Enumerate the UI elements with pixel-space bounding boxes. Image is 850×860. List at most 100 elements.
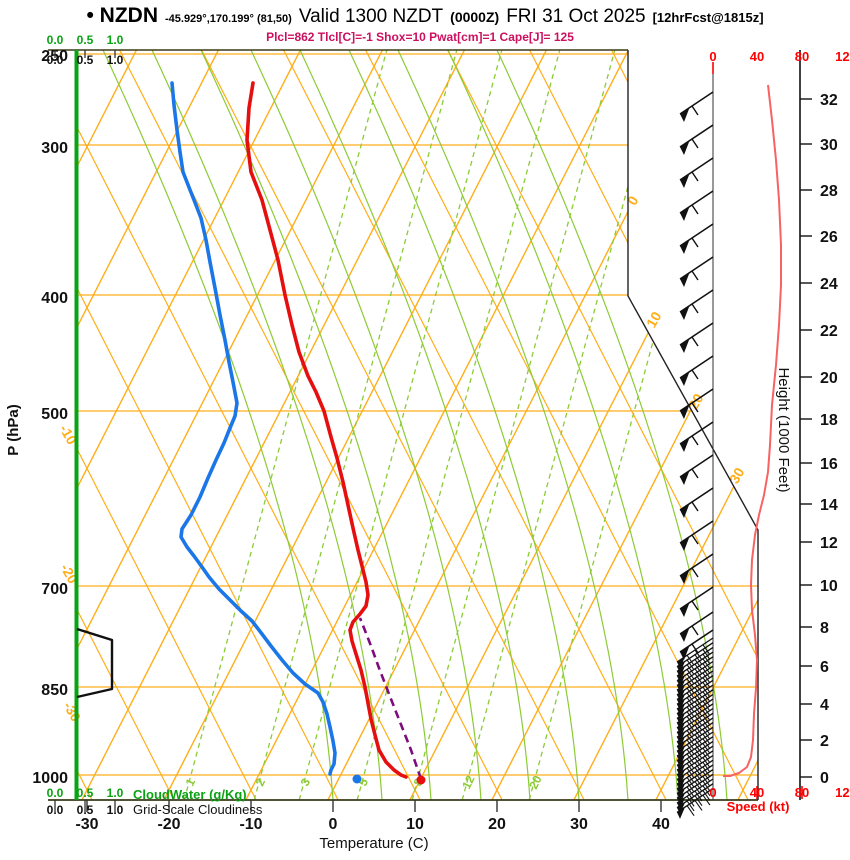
cloudwater-scale-label-bottom: 0.5 <box>77 786 94 800</box>
speed-axis-title: Speed (kt) <box>727 799 790 814</box>
cloudwater-scale-title: CloudWater (g/Kg) <box>133 787 247 802</box>
moist-adiabat-line <box>200 50 432 800</box>
wind-barb <box>676 717 714 749</box>
temp-tick-label: 30 <box>570 816 588 833</box>
cloudwater-scale-label-top: 1.0 <box>107 33 124 47</box>
mixing-ratio-label: 2 <box>253 776 269 788</box>
moist-adiabat-line <box>250 50 482 800</box>
wind-barb <box>676 703 714 735</box>
height-tick-label: 20 <box>820 370 838 387</box>
cloudwater-scale-label-top: 0.5 <box>77 33 94 47</box>
speed-tick-label-bottom: 120 <box>835 785 850 800</box>
dry-adiabat-line <box>283 50 667 800</box>
temp-tick-label: 20 <box>488 816 506 833</box>
moist-adiabat-line <box>348 50 580 800</box>
station-id: • NZDN <box>86 4 158 27</box>
wind-barb <box>676 759 714 791</box>
surface-temp-dot <box>416 775 426 785</box>
height-tick-label: 28 <box>820 183 838 200</box>
height-tick-label: 6 <box>820 659 829 676</box>
speed-tick-label-top: 40 <box>750 49 764 64</box>
temperature-curve <box>245 81 408 779</box>
height-tick-label: 24 <box>820 276 838 293</box>
surface-dewpoint-dot <box>352 774 362 784</box>
speed-tick-label-bottom: 0 <box>709 785 716 800</box>
pressure-tick-label: 700 <box>41 581 68 598</box>
wind-barb <box>676 726 714 758</box>
wind-barb <box>679 157 714 188</box>
dry-adiabat-line <box>75 50 421 800</box>
wind-speed-curve <box>723 84 782 777</box>
speed-tick-label-top: 0 <box>709 49 716 64</box>
mixing-ratio-line <box>253 50 458 800</box>
speed-tick-label-top: 120 <box>835 49 850 64</box>
wind-barb <box>679 454 714 485</box>
cloudiness-trace <box>76 627 114 699</box>
pressure-tick-label: 300 <box>41 140 68 157</box>
valid-utc: (0000Z) <box>450 9 500 25</box>
skewt-grid: 123581220 <box>75 50 758 800</box>
isotherm-edge-label: 30 <box>726 465 748 487</box>
temp-tick-label: -20 <box>157 816 180 833</box>
valid-date: FRI 31 Oct 2025 <box>506 6 646 27</box>
pressure-tick-label: 500 <box>41 406 68 423</box>
wind-barb <box>679 256 714 287</box>
cloudwater-scale-label-bottom: 1.0 <box>107 786 124 800</box>
wind-barb <box>679 124 714 155</box>
isotherm-line <box>75 50 384 800</box>
temp-tick-label: 40 <box>652 816 670 833</box>
isotherm-line <box>655 50 758 800</box>
height-tick-label: 4 <box>820 697 829 714</box>
sounding-curves <box>170 81 782 785</box>
mixing-ratio-line <box>356 50 561 800</box>
station-coords: -45.929°,170.199° (81,50) <box>164 13 292 25</box>
dewpoint-curve <box>170 81 337 776</box>
chart-title: • NZDN -45.929°,170.199° (81,50) Valid 1… <box>0 4 850 28</box>
mixing-ratio-label: 3 <box>298 776 314 788</box>
temperature-axis-title: Temperature (C) <box>319 835 428 852</box>
height-axis-title: Height (1000 Feet) <box>775 367 792 492</box>
isotherm-edge-label: 10 <box>643 309 665 331</box>
moist-adiabat-line <box>151 50 383 800</box>
isotherm-line <box>81 50 466 800</box>
cloudwater-scale-label-bottom: 0.0 <box>47 786 64 800</box>
dry-adiabat-line <box>75 50 257 800</box>
cloudiness-scale-title: Grid-Scale Cloudiness <box>133 802 263 817</box>
height-tick-label: 32 <box>820 92 838 109</box>
moist-adiabat-line <box>447 50 679 800</box>
mixing-ratio-line <box>183 50 388 800</box>
height-tick-label: 2 <box>820 733 829 750</box>
height-tick-label: 10 <box>820 578 838 595</box>
isotherm-edge-label: 0 <box>624 193 642 208</box>
frame-right-boundary <box>627 50 759 800</box>
dry-adiabat-line <box>201 50 585 800</box>
isotherm-line <box>75 50 302 800</box>
cloudiness-scale-label-bottom: 1.0 <box>107 803 124 817</box>
wind-barb <box>679 190 714 221</box>
cloudiness-profile <box>76 627 114 699</box>
cloudiness-scale-label-top: 0.0 <box>47 53 64 67</box>
height-tick-label: 8 <box>820 620 829 637</box>
wind-barb <box>679 355 714 386</box>
bullet-icon: • <box>86 4 94 27</box>
height-tick-label: 14 <box>820 497 838 514</box>
cloudiness-scale-label-bottom: 0.0 <box>47 803 64 817</box>
mixing-ratio-line <box>411 50 616 800</box>
isotherm-line <box>245 50 630 800</box>
speed-tick-label-top: 80 <box>795 49 809 64</box>
wind-barb <box>679 586 714 617</box>
temp-tick-label: -30 <box>75 816 98 833</box>
moist-adiabat-line <box>299 50 531 800</box>
height-tick-label: 0 <box>820 770 829 787</box>
wind-barb <box>679 421 714 452</box>
mixing-ratio-line <box>528 50 733 800</box>
isotherm-line <box>573 50 758 800</box>
temp-tick-label: 0 <box>329 816 338 833</box>
cloudwater-scale-label-top: 0.0 <box>47 33 64 47</box>
wind-barb <box>679 289 714 320</box>
dry-adiabat-line <box>75 50 339 800</box>
